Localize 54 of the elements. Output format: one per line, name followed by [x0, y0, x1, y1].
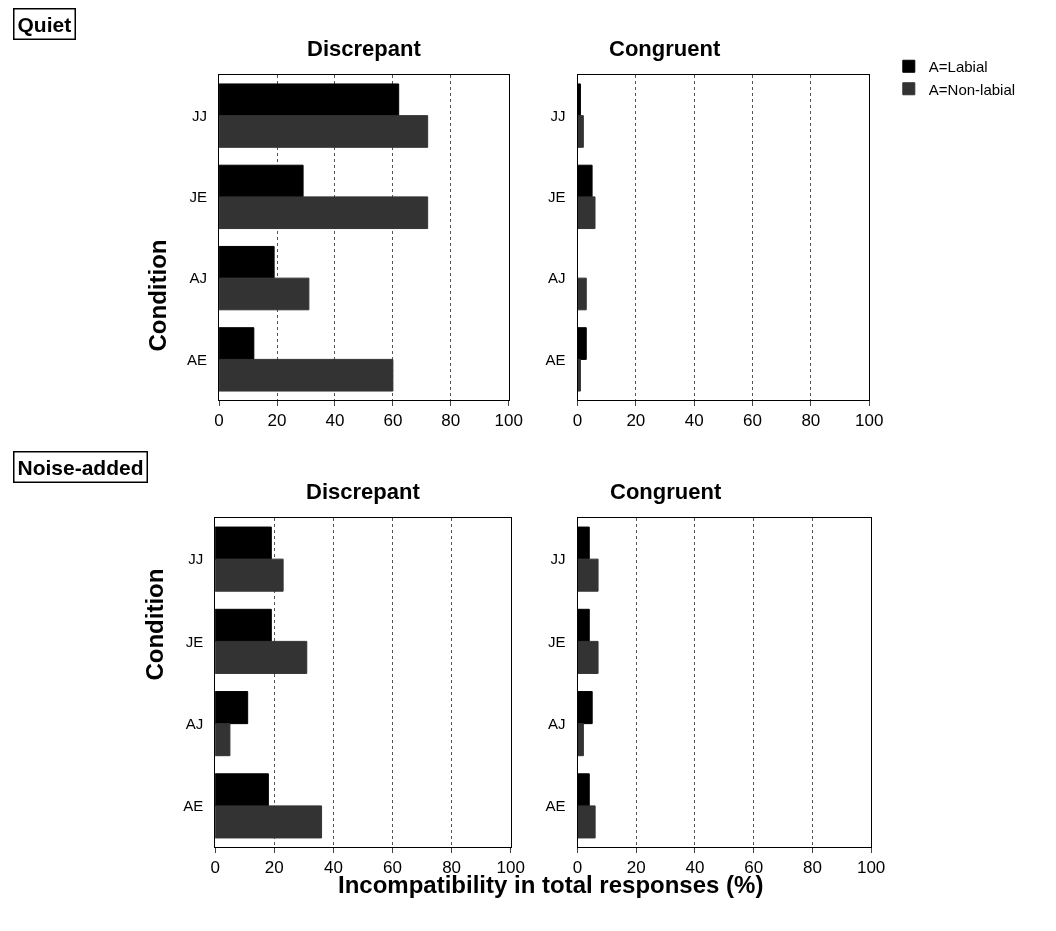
legend-label: A=Labial	[928, 58, 988, 76]
x-tick-label: 0	[210, 858, 220, 878]
x-tick-label: 100	[856, 858, 886, 878]
y-tick-label: AE	[183, 797, 204, 815]
x-tick-label: 40	[684, 411, 704, 431]
y-tick-label: AJ	[547, 269, 566, 287]
legend-label: A=Non-labial	[928, 80, 1016, 98]
x-tick-label: 80	[802, 858, 822, 878]
x-tick-label: 20	[626, 858, 646, 878]
chart-title: Congruent	[609, 36, 721, 61]
x-tick-label: 20	[267, 411, 287, 431]
y-tick-label: JE	[189, 188, 208, 206]
y-tick-label: JJ	[550, 106, 566, 124]
x-tick-label: 40	[325, 411, 345, 431]
y-tick-label: AE	[187, 350, 208, 368]
bar	[219, 358, 394, 392]
y-tick-label: JJ	[550, 550, 566, 568]
chart-title: Discrepant	[306, 479, 421, 504]
x-tick-label: 20	[264, 858, 284, 878]
y-tick-label: AJ	[185, 714, 204, 732]
x-tick-label: 0	[572, 858, 583, 878]
y-tick-label: JE	[185, 632, 204, 650]
bar	[219, 115, 429, 148]
x-tick-label: 100	[494, 411, 523, 431]
y-tick-label: AE	[545, 797, 566, 815]
bar	[219, 277, 310, 311]
y-tick-label: JJ	[192, 106, 208, 124]
x-tick-label: 80	[801, 411, 821, 431]
x-tick-label: 40	[685, 858, 705, 878]
x-tick-label: 60	[383, 411, 403, 431]
bar	[219, 196, 429, 230]
bar	[215, 558, 284, 592]
x-tick-label: 100	[854, 411, 884, 431]
x-tick-label: 0	[572, 411, 583, 431]
y-tick-label: AJ	[189, 269, 208, 287]
x-tick-label: 60	[383, 858, 402, 878]
y-tick-label: AE	[545, 350, 566, 368]
chart-title: Discrepant	[307, 36, 422, 61]
x-tick-label: 20	[626, 411, 646, 431]
x-tick-label: 60	[743, 411, 762, 431]
y-tick-label: JJ	[188, 550, 204, 568]
bar	[215, 723, 231, 757]
x-tick-label: 80	[441, 411, 461, 431]
x-tick-label: 0	[214, 411, 224, 431]
y-axis-title: Condition	[144, 239, 172, 352]
bar	[215, 805, 323, 839]
text: Quiet	[17, 12, 72, 36]
y-tick-label: AJ	[547, 714, 566, 732]
y-axis-title: Condition	[140, 568, 168, 681]
y-tick-label: JE	[547, 632, 566, 650]
bar	[215, 640, 308, 674]
y-tick-label: JE	[547, 188, 566, 206]
text: Noise-added	[17, 455, 144, 479]
chart-title: Congruent	[610, 479, 722, 504]
